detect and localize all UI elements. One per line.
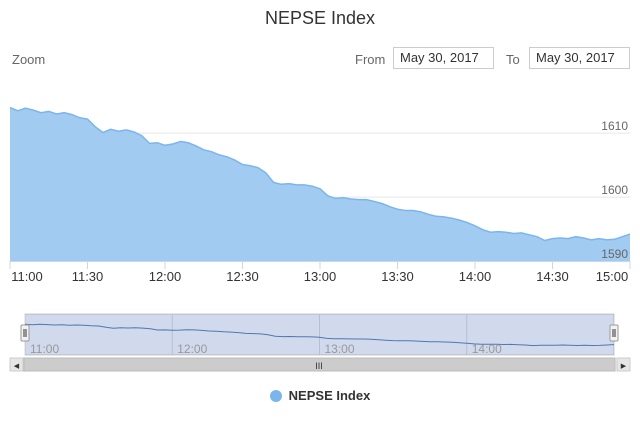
legend: NEPSE Index [0, 388, 640, 407]
from-label: From [355, 52, 386, 67]
x-tick-label: 12:30 [226, 269, 259, 284]
x-tick-label: 14:30 [536, 269, 569, 284]
x-tick-label: 13:30 [381, 269, 414, 284]
navigator-background [24, 313, 615, 356]
chart-title: NEPSE Index [264, 8, 376, 28]
x-axis: 11:00 11:30 12:00 12:30 13:00 13:30 14:00 14:30… [9, 261, 631, 284]
series-area-nepse [10, 107, 630, 261]
legend-item-nepse[interactable]: NEPSE Index [269, 388, 371, 403]
y-tick-label: 1590 [601, 247, 628, 261]
zoom-label: Zoom [12, 52, 46, 67]
scrollbar-right-button[interactable] [616, 357, 631, 372]
to-date-input[interactable]: May 30, 2017 [529, 47, 630, 69]
navigator-tick-label: 11:00 [30, 342, 59, 356]
scrollbar-grip-icon: III [315, 361, 323, 371]
x-tick-label: 15:00 [596, 269, 629, 284]
x-tick-label: 11:00 [11, 269, 43, 284]
scrollbar-track[interactable] [9, 357, 631, 372]
navigator-left-handle[interactable] [20, 324, 30, 342]
navigator-tick-label: 12:00 [177, 342, 207, 356]
navigator-selection-mask[interactable] [25, 314, 614, 355]
scroll-left-arrow-icon: ◀ [14, 363, 20, 370]
y-tick-label: 1610 [601, 119, 628, 133]
handle-body[interactable] [609, 324, 619, 342]
y-axis: 1590 1600 1610 [601, 119, 628, 261]
handle-body[interactable] [20, 324, 30, 342]
navigator-tick-label: 14:00 [472, 342, 502, 356]
to-label: To [506, 52, 520, 67]
scroll-right-arrow-icon: ▶ [621, 363, 627, 370]
navigator-right-handle[interactable] [609, 324, 619, 342]
scrollbar-left-button[interactable] [9, 357, 24, 372]
legend-marker [269, 389, 282, 402]
x-tick-label: 13:00 [304, 269, 337, 284]
navigator-tick-label: 13:00 [325, 342, 355, 356]
scrollbar-thumb[interactable] [23, 357, 616, 372]
x-tick-label: 11:30 [72, 269, 104, 284]
x-tick-label: 14:00 [459, 269, 492, 284]
from-date-input[interactable]: May 30, 2017 [393, 47, 494, 69]
grid-lines [10, 132, 630, 262]
legend-label: NEPSE Index [288, 388, 371, 403]
navigator-series-line [24, 323, 615, 347]
series-line-nepse [9, 106, 631, 242]
y-tick-label: 1600 [601, 183, 628, 197]
navigator-axis: 11:00 12:00 13:00 14:00 [30, 342, 502, 356]
x-tick-label: 12:00 [149, 269, 182, 284]
navigator-grid [24, 314, 468, 355]
